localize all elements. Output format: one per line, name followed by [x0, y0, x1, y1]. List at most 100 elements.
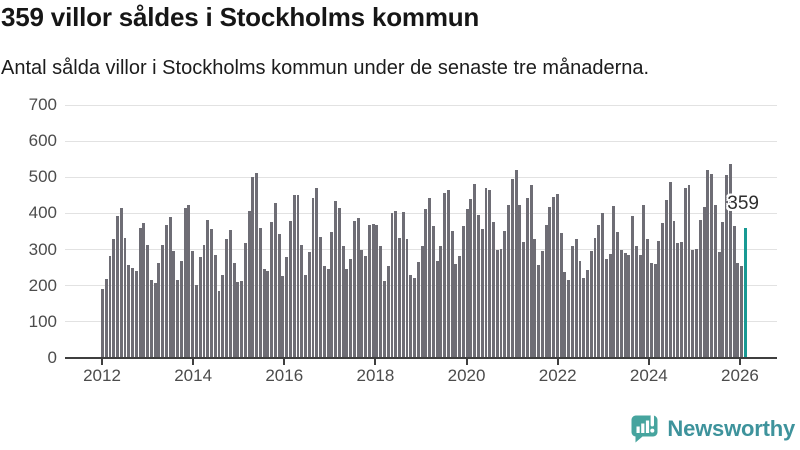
bar [104, 278, 108, 358]
bar [334, 201, 338, 358]
chart-subtitle: Antal sålda villor i Stockholms kommun u… [1, 57, 650, 79]
bar [273, 202, 277, 358]
bar [461, 226, 465, 358]
x-axis-tick-2016 [283, 358, 286, 365]
bar [683, 188, 687, 358]
bar [270, 222, 274, 358]
bar [446, 189, 450, 358]
bar [728, 164, 732, 358]
bar [661, 222, 665, 358]
bar [732, 226, 736, 358]
bar [187, 205, 191, 358]
bar [522, 242, 526, 358]
bar [240, 281, 244, 358]
bar [608, 253, 612, 358]
bar [281, 276, 285, 358]
bar [672, 221, 676, 358]
bar [149, 279, 153, 358]
bar [529, 185, 533, 358]
y-axis-label-0: 0 [47, 348, 57, 367]
bar [330, 232, 334, 358]
bar [574, 238, 578, 358]
bar [300, 245, 304, 358]
gridline-y-400 [65, 212, 777, 214]
bar [123, 238, 127, 358]
x-axis-tick-2012 [101, 358, 103, 365]
bar [439, 246, 443, 358]
bar [612, 206, 616, 358]
bar [225, 239, 229, 358]
y-axis-label-400: 400 [28, 203, 57, 223]
x-axis-label-2014: 2014 [174, 366, 213, 385]
bar [702, 206, 706, 358]
bar [706, 170, 710, 358]
bar [698, 220, 702, 358]
bar [604, 258, 608, 358]
bar [740, 266, 744, 358]
bar [552, 196, 556, 358]
bar [691, 249, 695, 358]
x-axis-label-2016: 2016 [265, 366, 304, 385]
bar [179, 261, 183, 358]
bar [360, 250, 364, 358]
bar [176, 279, 180, 358]
bar [326, 269, 330, 358]
bar [394, 211, 398, 358]
x-axis-label-2024: 2024 [629, 366, 668, 385]
y-axis-label-200: 200 [28, 275, 57, 295]
bar [725, 175, 729, 358]
bar [676, 243, 680, 358]
bar [213, 254, 217, 358]
bar [503, 231, 507, 358]
bar [255, 172, 259, 358]
bar [228, 230, 232, 358]
bar [454, 263, 458, 358]
bar [356, 217, 360, 358]
chart-title: 359 villor såldes i Stockholms kommun [1, 2, 480, 32]
bar [315, 188, 319, 358]
bar [386, 266, 390, 358]
bar [202, 245, 206, 358]
bar [341, 245, 345, 358]
bar [646, 238, 650, 358]
bar [168, 216, 172, 358]
bar [405, 238, 409, 358]
last-value-annotation: 359 [727, 193, 759, 214]
bar [492, 222, 495, 358]
bar [277, 234, 281, 358]
bar [431, 226, 435, 358]
x-axis-tick-2014 [192, 358, 195, 365]
bar [582, 278, 586, 358]
bar [367, 225, 371, 358]
bar [383, 281, 386, 358]
bar [593, 238, 597, 358]
bar [409, 274, 413, 358]
bar [424, 209, 428, 358]
bar [116, 216, 119, 358]
x-axis-label-2012: 2012 [83, 366, 121, 385]
bar [138, 227, 142, 358]
bar [495, 249, 499, 358]
bar [537, 265, 541, 358]
bar [484, 187, 488, 358]
bar [649, 262, 653, 358]
bar [514, 170, 518, 358]
bar [687, 184, 691, 358]
bar [680, 241, 683, 358]
bar [428, 197, 432, 358]
bar [146, 244, 150, 358]
bar [119, 208, 123, 358]
bar [307, 252, 311, 358]
bar [518, 205, 522, 358]
gridline-y-600 [65, 140, 777, 142]
bar [161, 244, 165, 358]
bar [112, 238, 116, 358]
newsworthy-wordmark: Newsworthy [667, 415, 795, 441]
bar [236, 282, 240, 358]
bar [131, 268, 135, 358]
bar [413, 278, 417, 358]
bar [349, 258, 353, 358]
bar [634, 245, 638, 358]
bar [311, 197, 315, 358]
bar [627, 254, 631, 358]
